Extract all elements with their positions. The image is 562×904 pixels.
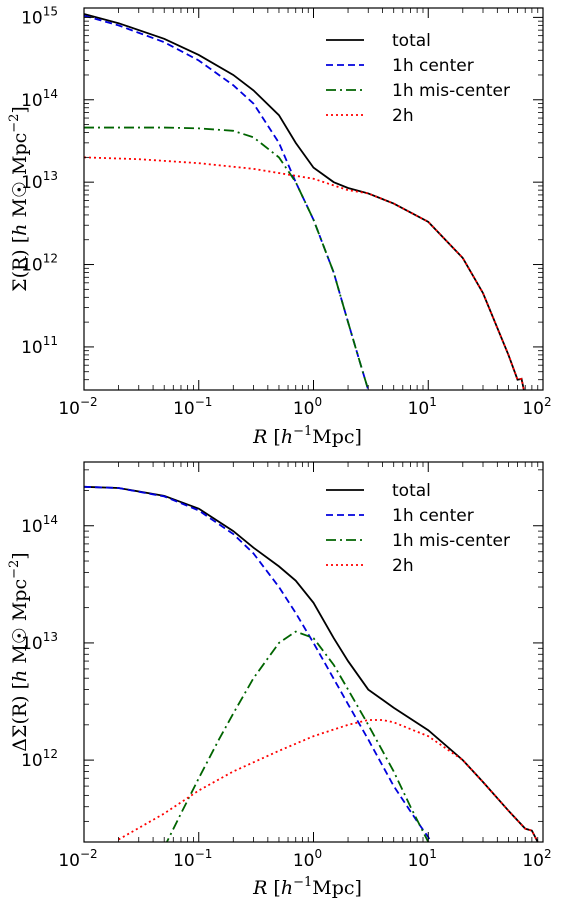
series-line-1h-mis-center	[84, 126, 370, 390]
legend-label-2h: 2h	[392, 106, 414, 126]
y-axis-label: ΔΣ(R) [h M☉ Mpc−2]	[7, 552, 31, 751]
x-tick-label: 100	[293, 847, 322, 871]
x-tick-label: 102	[522, 847, 551, 871]
y-axis-label: Σ(R) [h M☉ Mpc−2]	[7, 106, 31, 292]
series-line-total	[84, 485, 539, 842]
series-line-1h-center	[84, 485, 433, 842]
y-tick-label: 1014	[21, 513, 58, 537]
y-tick-label: 1012	[21, 252, 58, 276]
plot-frame	[83, 461, 544, 843]
x-axis-label: R [h−1Mpc]	[252, 424, 362, 448]
y-tick-label: 1013	[21, 169, 58, 193]
plot-frame	[83, 7, 544, 391]
legend-label-total: total	[392, 31, 431, 51]
x-tick-label: 10−2	[58, 395, 97, 419]
y-tick-label: 1015	[21, 4, 58, 28]
y-tick-label: 1012	[21, 747, 58, 771]
y-tick-label: 1013	[21, 630, 58, 654]
y-tick-label: 1014	[21, 87, 58, 111]
legend-label-2h: 2h	[392, 556, 414, 576]
legend-label-1h-mis-center: 1h mis-center	[392, 531, 510, 551]
series-line-2h	[84, 156, 525, 390]
x-tick-label: 10−1	[173, 847, 212, 871]
panel-surface-density: 10−2 10−1 100 101 102 1011 1012 1013 1014 1015 R […	[7, 4, 552, 448]
x-tick-label: 101	[408, 395, 437, 419]
series-line-2h	[118, 719, 539, 842]
x-tick-label: 100	[293, 395, 322, 419]
x-tick-label: 101	[408, 847, 437, 871]
panel-excess-surface-density: 10−2 10−1 100 101 102 1012 1013 1014 R [h−1Mpc] Δ…	[7, 461, 552, 899]
legend-label-1h-center: 1h center	[392, 506, 474, 526]
x-tick-label: 10−2	[58, 847, 97, 871]
legend-label-total: total	[392, 481, 431, 501]
x-axis-label: R [h−1Mpc]	[252, 875, 362, 899]
series-line-1h-mis-center	[165, 630, 430, 842]
x-tick-label: 102	[522, 395, 551, 419]
legend-label-1h-center: 1h center	[392, 56, 474, 76]
y-tick-label: 1011	[21, 334, 58, 358]
x-tick-label: 10−1	[173, 395, 212, 419]
legend-label-1h-mis-center: 1h mis-center	[392, 81, 510, 101]
